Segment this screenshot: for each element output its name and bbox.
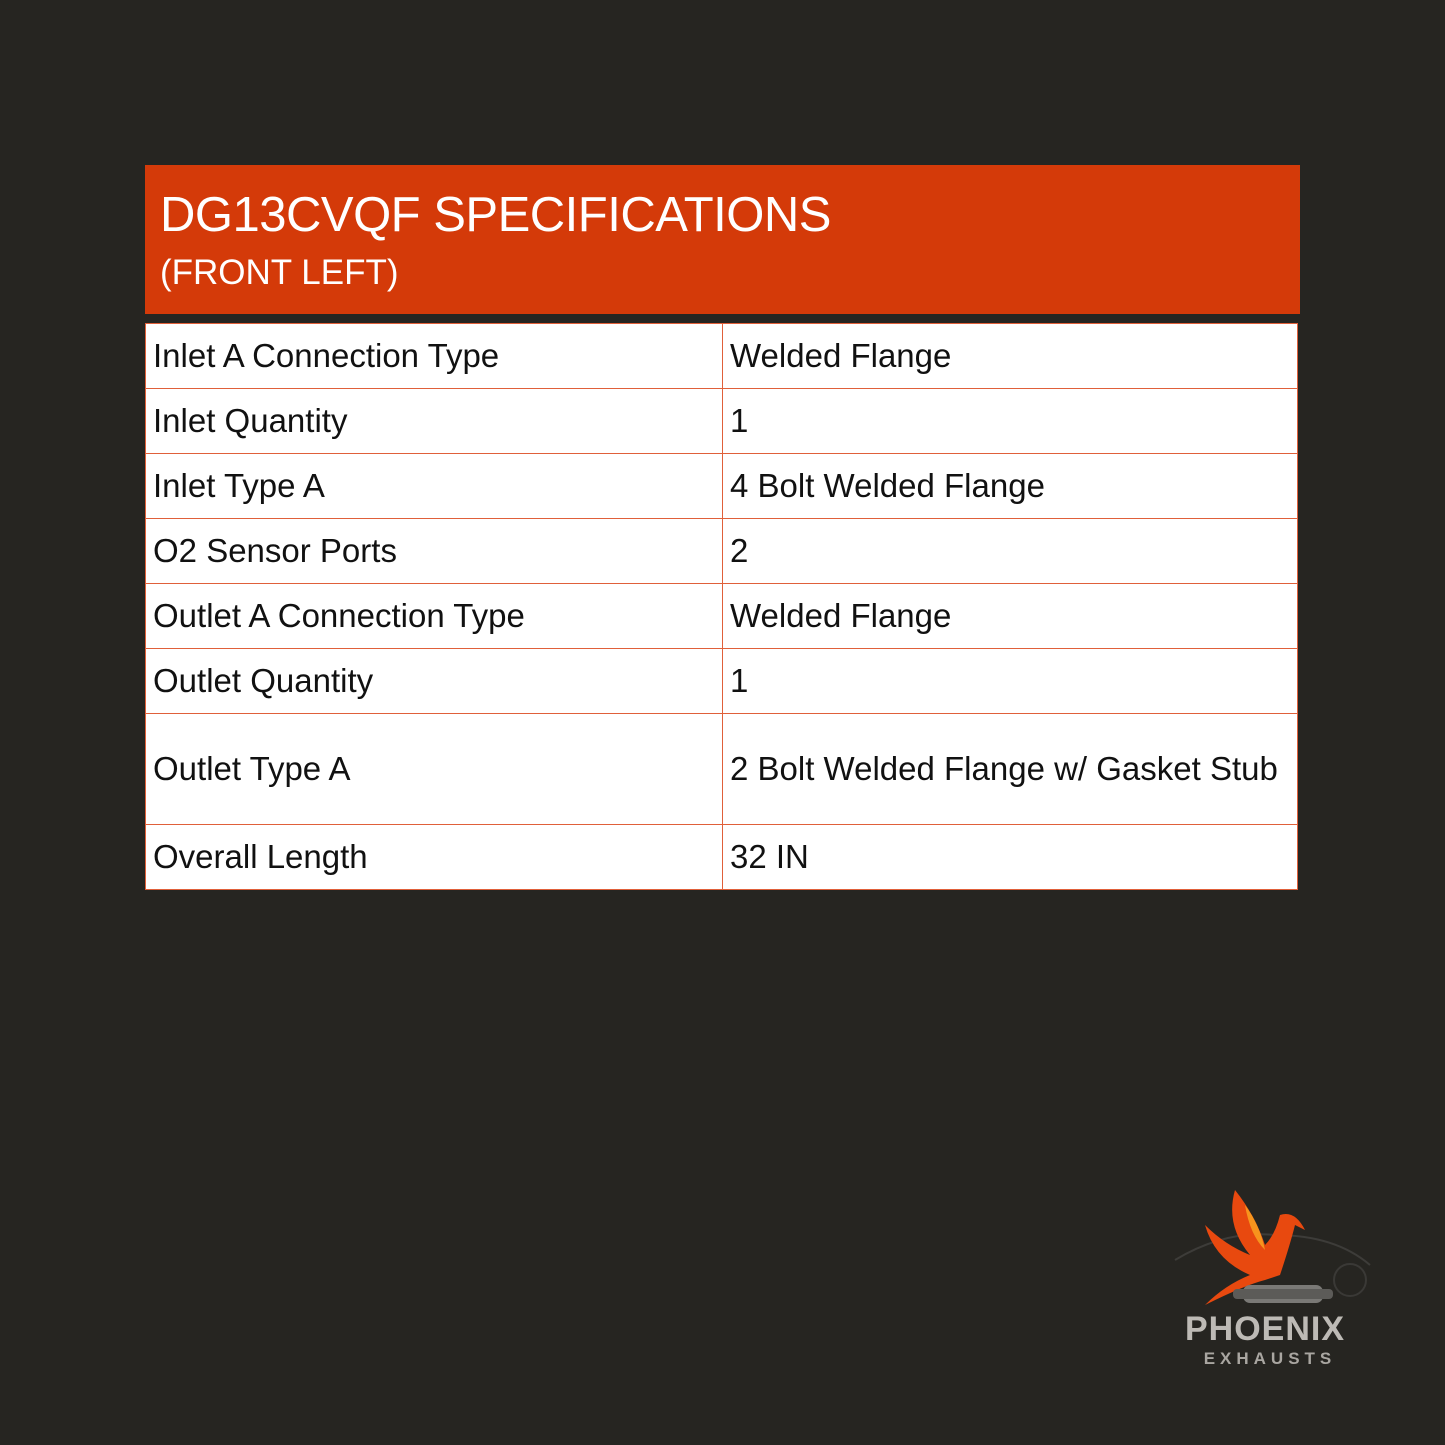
phoenix-exhausts-logo: PHOENIX EXHAUSTS (1165, 1185, 1385, 1370)
spec-value: 1 (722, 388, 1298, 454)
page-subtitle: (FRONT LEFT) (160, 253, 399, 292)
spec-label: Overall Length (145, 824, 723, 890)
spec-label: O2 Sensor Ports (145, 518, 723, 584)
spec-value: Welded Flange (722, 323, 1298, 389)
spec-value: 32 IN (722, 824, 1298, 890)
table-row: Overall Length 32 IN (145, 824, 1298, 890)
spec-value: 2 (722, 518, 1298, 584)
spec-value: 4 Bolt Welded Flange (722, 453, 1298, 519)
spec-label: Inlet Quantity (145, 388, 723, 454)
spec-label: Inlet A Connection Type (145, 323, 723, 389)
table-row: Outlet A Connection Type Welded Flange (145, 583, 1298, 649)
spec-label: Outlet A Connection Type (145, 583, 723, 649)
spec-value: Welded Flange (722, 583, 1298, 649)
spec-header: DG13CVQF SPECIFICATIONS (FRONT LEFT) (145, 165, 1300, 314)
table-row: Inlet Quantity 1 (145, 388, 1298, 454)
table-row: Inlet A Connection Type Welded Flange (145, 323, 1298, 389)
spec-label: Outlet Type A (145, 713, 723, 825)
spec-label: Inlet Type A (145, 453, 723, 519)
logo-name: PHOENIX (1184, 1310, 1346, 1348)
logo-tagline: EXHAUSTS (1203, 1349, 1337, 1368)
page-title: DG13CVQF SPECIFICATIONS (160, 188, 831, 242)
spec-label: Outlet Quantity (145, 648, 723, 714)
phoenix-bird-icon (1174, 1190, 1371, 1305)
spec-value: 2 Bolt Welded Flange w/ Gasket Stub (722, 713, 1298, 825)
spec-value: 1 (722, 648, 1298, 714)
table-row: Outlet Quantity 1 (145, 648, 1298, 714)
table-row: O2 Sensor Ports 2 (145, 518, 1298, 584)
spec-table: Inlet A Connection Type Welded Flange Inl… (145, 323, 1298, 890)
